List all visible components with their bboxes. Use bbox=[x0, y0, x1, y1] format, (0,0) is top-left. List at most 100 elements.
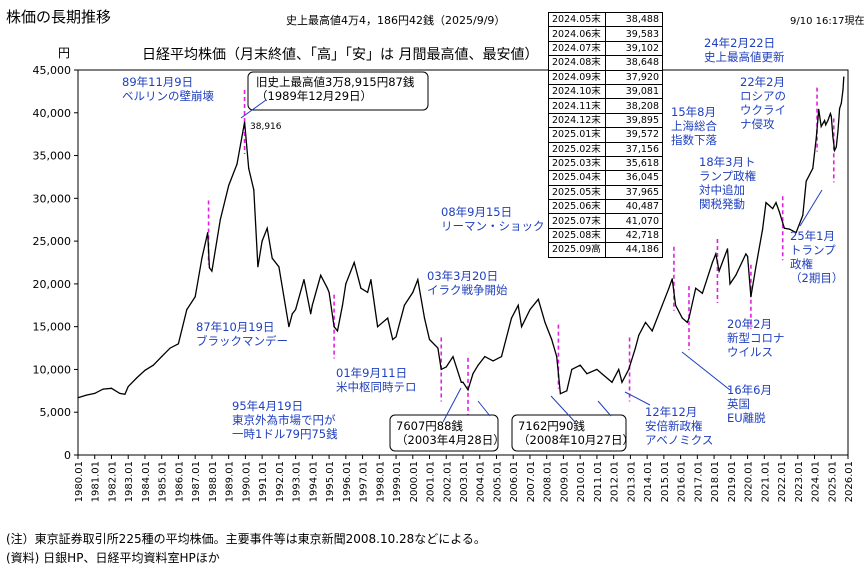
table-value: 39,572 bbox=[605, 127, 663, 143]
data-point bbox=[651, 330, 653, 332]
data-point bbox=[228, 184, 230, 187]
table-value: 39,895 bbox=[605, 112, 663, 129]
data-point bbox=[278, 266, 280, 268]
data-point bbox=[152, 364, 154, 366]
annotation-shanghai: 15年8月 bbox=[671, 105, 716, 119]
annotation-trump2: トランプ bbox=[790, 243, 836, 257]
data-point bbox=[211, 270, 213, 272]
x-tick-label: 1995.01 bbox=[325, 461, 336, 502]
y-axis-unit: 円 bbox=[58, 46, 71, 60]
data-point bbox=[517, 304, 519, 306]
table-month: 2025.07末 bbox=[548, 213, 606, 229]
data-point bbox=[124, 393, 126, 395]
data-point bbox=[674, 304, 677, 306]
data-point bbox=[843, 76, 845, 78]
annotation-ukraine: ロシアの bbox=[740, 89, 786, 103]
data-point bbox=[387, 317, 389, 319]
annotation-pointer bbox=[477, 400, 491, 417]
x-tick-label: 2001.01 bbox=[426, 461, 437, 502]
annotation-shanghai: 上海総合 bbox=[671, 119, 717, 133]
table-row: 2025.01末 39,572 bbox=[548, 127, 663, 143]
data-point bbox=[377, 326, 379, 328]
annotation-abenomics: アベノミクス bbox=[645, 433, 713, 447]
annotation-sep11: 01年9月11日 bbox=[336, 366, 407, 380]
annotation-low2008: 7162円90銭 bbox=[518, 419, 585, 433]
note-line: (注）東京証券取引所225種の平均株価。主要事件等は東京新聞2008.10.28… bbox=[6, 532, 486, 546]
table-row: 2025.02末 37,156 bbox=[548, 141, 663, 157]
x-tick-label: 1990.01 bbox=[241, 461, 252, 502]
y-tick-label: 10,000 bbox=[33, 363, 72, 376]
data-point bbox=[772, 208, 774, 210]
data-point bbox=[566, 390, 568, 392]
x-tick-label: 2015.01 bbox=[660, 461, 671, 502]
data-point bbox=[839, 107, 841, 110]
data-point bbox=[440, 368, 442, 371]
table-row: 2024.12末 39,895 bbox=[548, 112, 663, 129]
data-point bbox=[695, 287, 697, 289]
data-point bbox=[638, 334, 640, 336]
table-row: 2024.10末 39,081 bbox=[548, 83, 663, 100]
x-tick-label: 2000.01 bbox=[409, 461, 420, 502]
data-point bbox=[840, 102, 842, 104]
record-high-text: 史上最高値4万4，186円42銭（2025/9/9） bbox=[286, 14, 506, 27]
data-point bbox=[201, 257, 203, 259]
data-point bbox=[243, 121, 246, 123]
x-tick-label: 2021.01 bbox=[760, 461, 771, 502]
x-tick-label: 2007.01 bbox=[526, 461, 537, 502]
table-row: 2025.05末 37,965 bbox=[548, 184, 663, 201]
x-tick-label: 1991.01 bbox=[258, 461, 269, 502]
annotation-low2003: （2003年4月28日） bbox=[396, 433, 505, 447]
data-point bbox=[529, 308, 531, 311]
annotation-black-monday: ブラックマンデー bbox=[196, 334, 288, 348]
data-point bbox=[428, 338, 431, 341]
x-tick-label: 1992.01 bbox=[275, 461, 286, 502]
table-row: 2024.07末 39,102 bbox=[548, 40, 663, 57]
table-month: 2025.09高 bbox=[548, 242, 606, 258]
data-point bbox=[248, 167, 250, 169]
data-point bbox=[750, 296, 752, 298]
data-point bbox=[634, 347, 637, 349]
table-row: 2025.07末 41,070 bbox=[548, 213, 663, 229]
table-value: 37,965 bbox=[605, 184, 663, 201]
data-point bbox=[812, 167, 814, 169]
timestamp: 9/10 16:17現在 bbox=[790, 16, 864, 27]
annotation-iraq: 03年3月20日 bbox=[427, 269, 498, 283]
table-value: 39,081 bbox=[605, 83, 663, 100]
data-point bbox=[135, 377, 138, 379]
annotation-covid: 20年2月 bbox=[727, 317, 772, 331]
annotation-covid: 新型コロナ bbox=[727, 331, 785, 345]
data-point bbox=[477, 364, 479, 366]
annotation-tariff: ランプ政権 bbox=[699, 169, 757, 183]
data-point bbox=[718, 270, 720, 272]
table-row: 2025.04末 36,045 bbox=[548, 170, 663, 186]
table-value: 41,070 bbox=[605, 213, 663, 229]
data-point bbox=[102, 388, 104, 390]
table-value: 37,156 bbox=[605, 141, 663, 157]
table-value: 42,718 bbox=[605, 227, 663, 244]
data-point bbox=[395, 336, 397, 338]
data-point bbox=[825, 124, 827, 126]
x-tick-label: 2014.01 bbox=[643, 461, 654, 502]
data-point bbox=[467, 389, 469, 391]
data-point bbox=[186, 308, 188, 311]
data-point bbox=[484, 356, 486, 358]
source-line: (資料) 日銀HP、日経平均資料室HPほか bbox=[6, 551, 220, 565]
annotation-berlin: 89年11月9日 bbox=[122, 75, 193, 89]
data-point bbox=[681, 317, 683, 319]
data-point bbox=[815, 137, 817, 140]
annotation-low2003: 7607円88銭 bbox=[396, 419, 463, 433]
data-point bbox=[820, 125, 822, 128]
annotation-lehman: 08年9月15日 bbox=[441, 205, 512, 219]
data-point bbox=[288, 326, 290, 328]
data-point bbox=[257, 266, 259, 268]
data-point bbox=[412, 291, 414, 294]
annotation-yen79: 95年4月19日 bbox=[232, 399, 303, 413]
x-tick-label: 2003.01 bbox=[459, 461, 470, 502]
annotation-ukraine: ナ侵攻 bbox=[740, 117, 775, 131]
data-point bbox=[775, 202, 777, 204]
annotation-trump2: 25年1月 bbox=[790, 229, 835, 243]
annotation-abenomics: 12年12月 bbox=[645, 405, 697, 419]
data-point bbox=[586, 373, 588, 375]
y-tick-label: 0 bbox=[64, 449, 71, 462]
data-point bbox=[571, 368, 573, 371]
